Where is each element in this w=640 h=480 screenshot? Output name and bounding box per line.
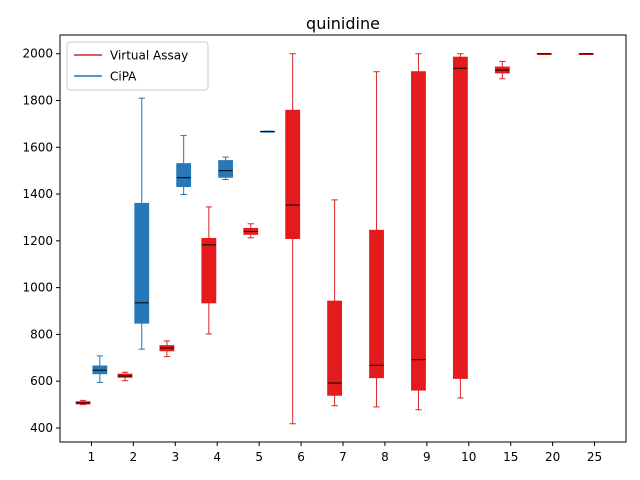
box-group (327, 199, 343, 407)
box-group (285, 53, 301, 425)
x-tick-label: 4 (213, 450, 221, 464)
box-group (201, 206, 217, 335)
box-iqr (285, 109, 301, 239)
y-tick-label: 1200 (22, 234, 53, 248)
x-tick-label: 8 (381, 450, 389, 464)
box-group (452, 53, 468, 399)
axes: 1 2 3 4 5 6 7 8 9 10 15 20 25 400 600 800 1000 1200 1400 16… (22, 34, 627, 464)
plot-area (75, 53, 594, 425)
box-group (578, 53, 594, 56)
box-group (117, 371, 133, 382)
box-iqr (134, 202, 150, 324)
box-group (369, 71, 384, 408)
box-group (92, 355, 108, 383)
legend: Virtual Assay CiPA (66, 41, 209, 91)
y-tick-label: 1000 (22, 281, 53, 295)
box-group (536, 53, 552, 56)
box-group (494, 60, 510, 80)
x-tick-label: 3 (171, 450, 179, 464)
chart-title: quinidine (306, 14, 380, 33)
box-group (134, 97, 150, 350)
y-tick-label: 1400 (22, 187, 53, 201)
x-tick-label: 1 (88, 450, 96, 464)
legend-label: Virtual Assay (110, 49, 188, 63)
y-tick-label: 1600 (22, 140, 53, 154)
box-group (218, 156, 234, 181)
x-tick-label: 15 (503, 450, 518, 464)
box-group (260, 130, 275, 133)
x-tick-label: 9 (423, 450, 431, 464)
box-group (75, 399, 91, 406)
box-iqr (452, 56, 468, 379)
y-tick-label: 400 (30, 421, 53, 435)
box-iqr (201, 238, 217, 304)
x-tick-label: 10 (461, 450, 476, 464)
legend-label: CiPA (110, 70, 137, 84)
x-tick-label: 5 (255, 450, 263, 464)
legend-box (66, 41, 209, 91)
x-tick-label: 25 (587, 450, 602, 464)
box-iqr (218, 160, 234, 178)
y-tick-label: 800 (30, 327, 53, 341)
box-iqr (411, 71, 426, 391)
x-tick-label: 7 (339, 450, 347, 464)
box-iqr (176, 163, 192, 188)
x-tick-label: 20 (545, 450, 560, 464)
box-group (159, 340, 175, 358)
x-tick-label: 6 (297, 450, 305, 464)
box-group (411, 53, 426, 411)
box-group (243, 223, 259, 239)
box-iqr (327, 300, 343, 396)
y-tick-label: 1800 (22, 93, 53, 107)
box-group (176, 135, 192, 196)
x-tick-label: 2 (130, 450, 138, 464)
y-tick-label: 2000 (22, 47, 53, 61)
box-iqr (369, 229, 384, 379)
y-tick-label: 600 (30, 374, 53, 388)
